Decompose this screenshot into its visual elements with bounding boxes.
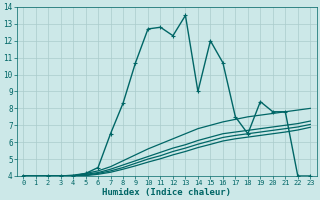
X-axis label: Humidex (Indice chaleur): Humidex (Indice chaleur): [102, 188, 231, 197]
